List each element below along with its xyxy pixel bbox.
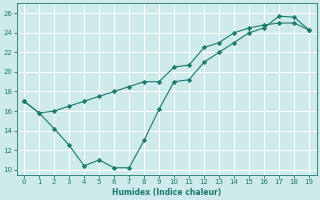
X-axis label: Humidex (Indice chaleur): Humidex (Indice chaleur) xyxy=(112,188,221,197)
